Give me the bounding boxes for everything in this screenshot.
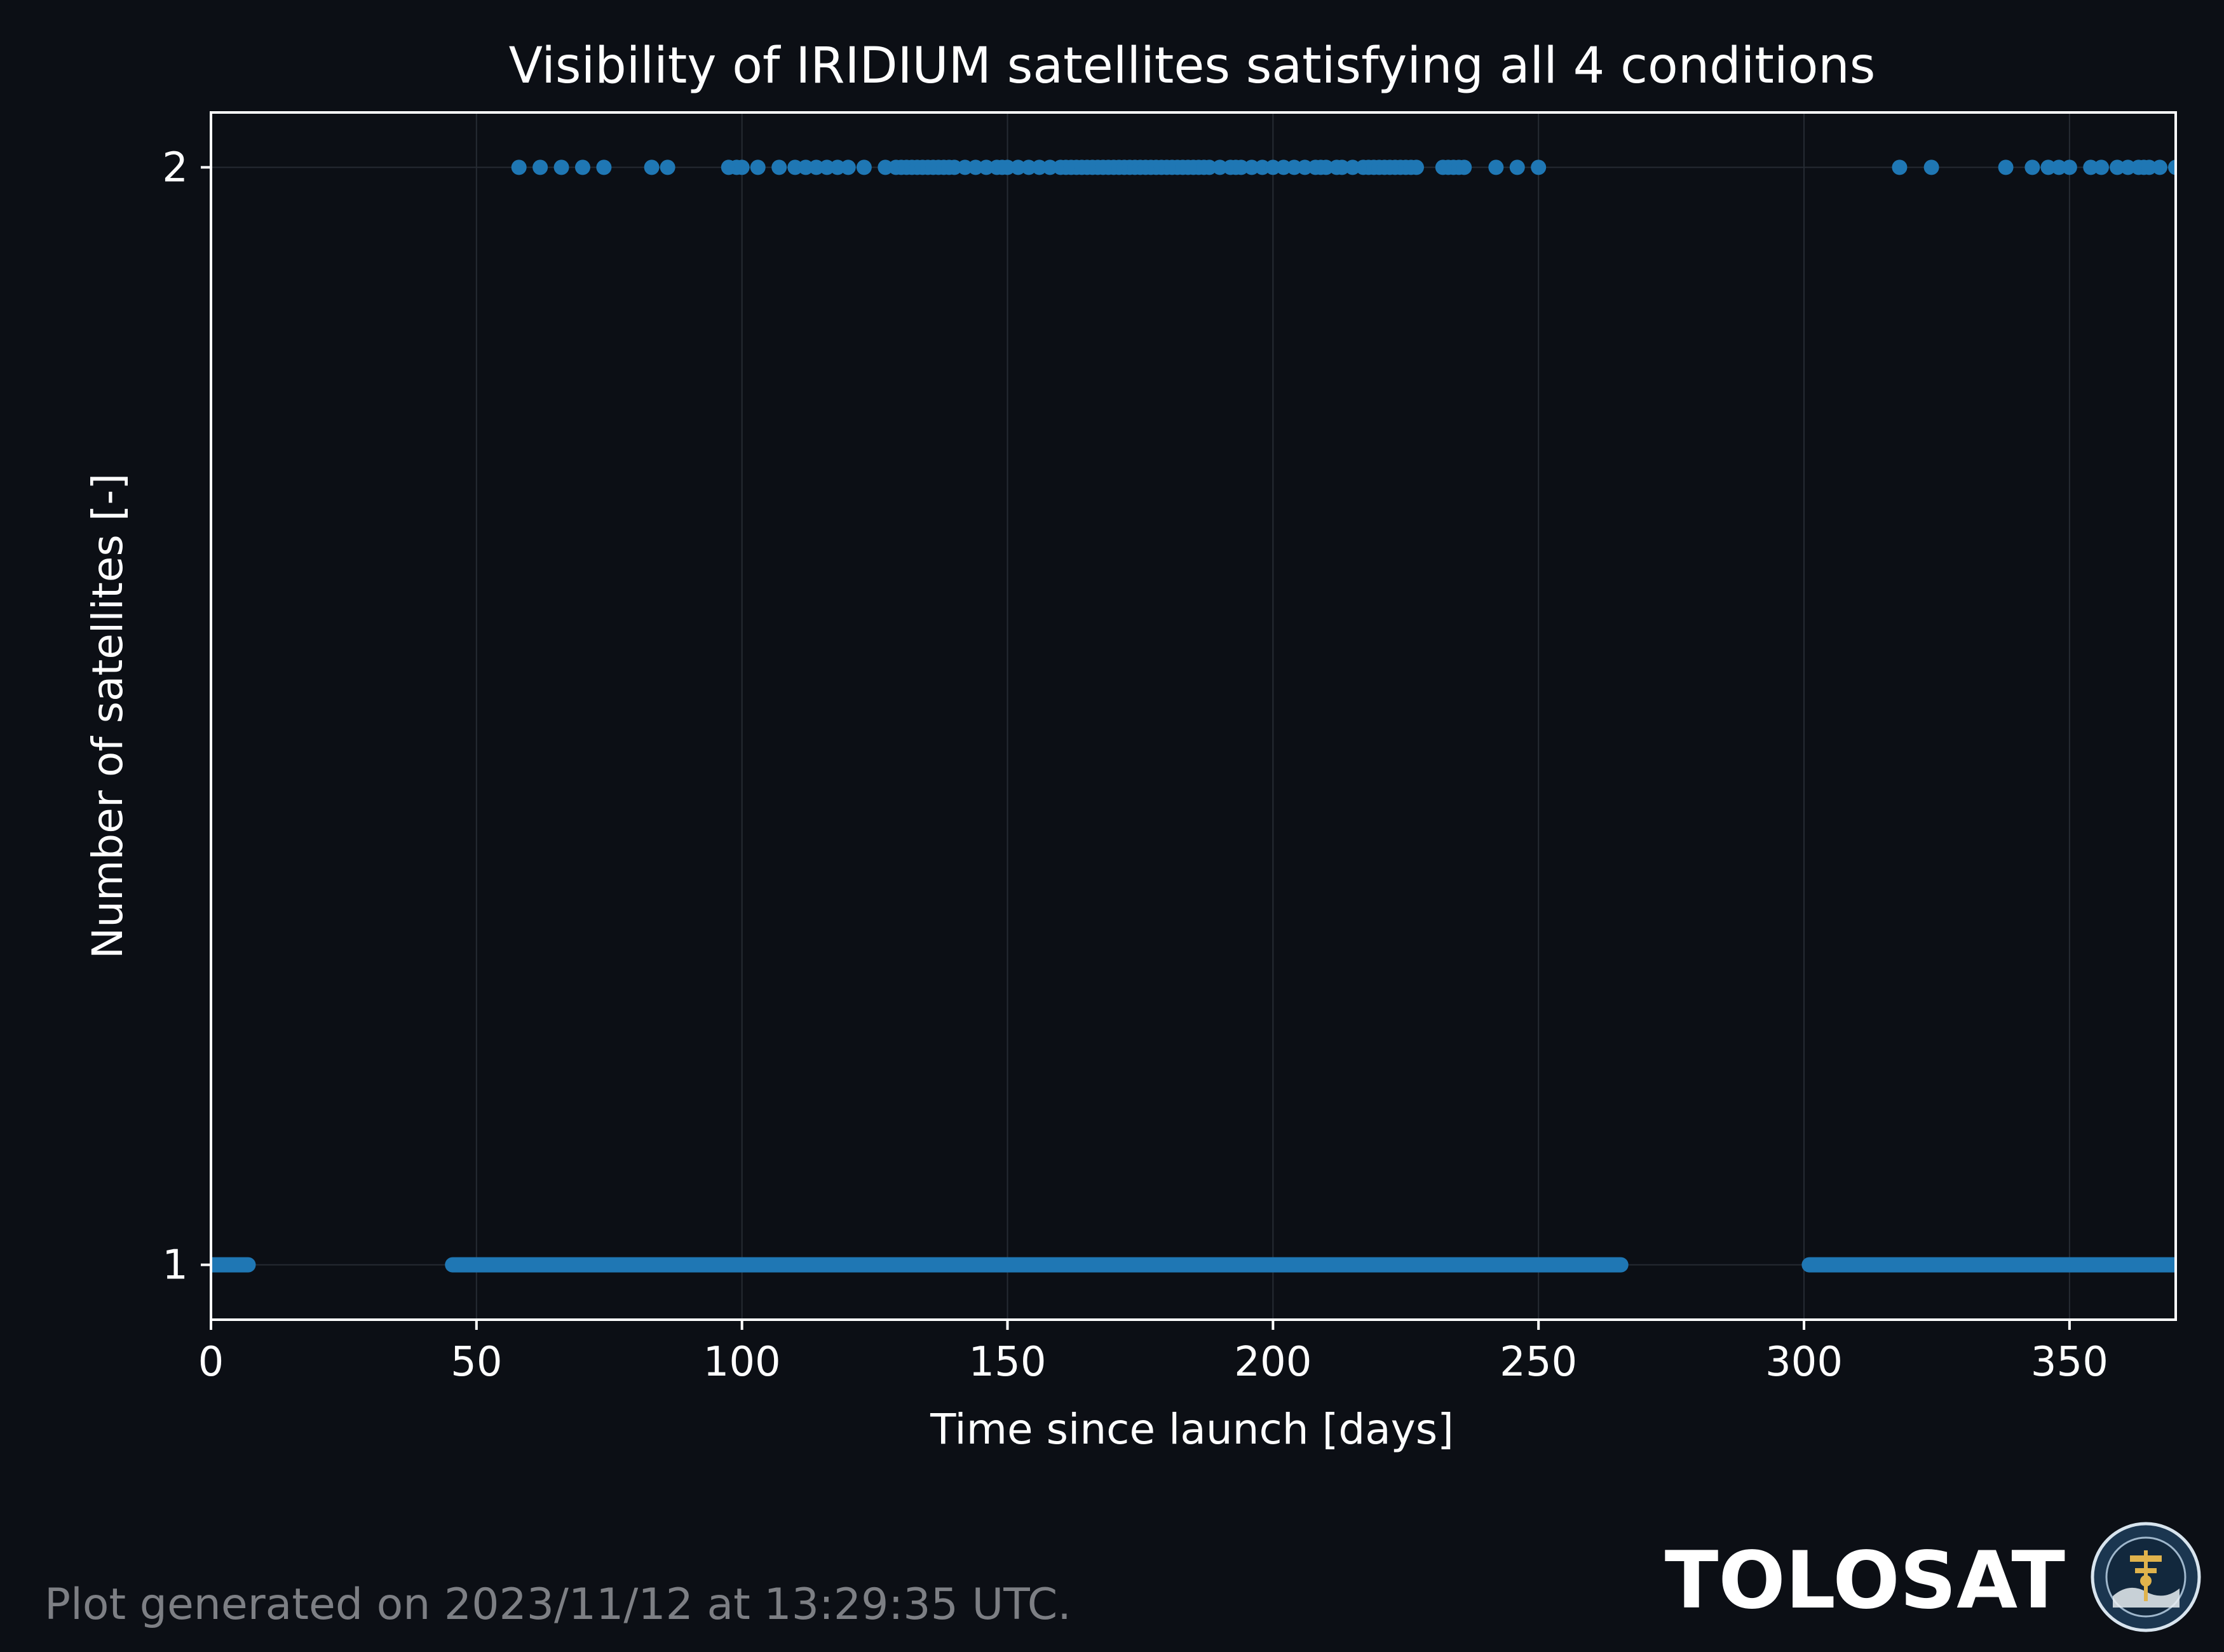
data-point-y2 [1297, 159, 1313, 175]
data-point-y2 [1020, 159, 1036, 175]
data-point-y2 [532, 159, 548, 175]
x-tick-label: 200 [1234, 1339, 1312, 1386]
data-point-y2 [2024, 159, 2040, 175]
data-point-y2 [574, 159, 590, 175]
data-point-y2 [596, 159, 612, 175]
data-point-y2 [840, 159, 856, 175]
generation-timestamp: Plot generated on 2023/11/12 at 13:29:35… [44, 1580, 1071, 1630]
data-point-y2 [957, 159, 973, 175]
data-point-y2 [856, 159, 872, 175]
data-point-y2 [1345, 159, 1360, 175]
data-point-y2 [968, 159, 984, 175]
data-point-y2 [2051, 159, 2067, 175]
data-point-y2 [787, 159, 803, 175]
data-point-y2 [797, 159, 813, 175]
data-point-y2 [2141, 159, 2157, 175]
data-point-y2 [644, 159, 660, 175]
data-point-y2 [1531, 159, 1547, 175]
data-point-y2 [979, 159, 994, 175]
data-point-y2 [1318, 159, 1334, 175]
data-point-y2 [1276, 159, 1292, 175]
x-axis-label: Time since launch [days] [930, 1405, 1454, 1454]
data-point-y2 [1031, 159, 1047, 175]
data-point-y2 [1254, 159, 1270, 175]
data-point-y2 [1408, 159, 1424, 175]
data-point-y2 [1233, 159, 1249, 175]
y-axis-label: Number of satellites [-] [83, 473, 132, 959]
y-axis-ticks: 12 [162, 144, 211, 1289]
chart-title: Visibility of IRIDIUM satellites satisfy… [509, 37, 1876, 95]
data-point-y2 [1892, 159, 1908, 175]
data-point-y2 [2120, 159, 2136, 175]
data-point-y2 [1334, 159, 1350, 175]
tolosat-logo [2091, 1522, 2201, 1632]
x-tick-label: 350 [2031, 1339, 2108, 1386]
data-point-y2 [1244, 159, 1259, 175]
data-point-y2 [2152, 159, 2167, 175]
data-point-y2 [2168, 159, 2176, 175]
x-tick-label: 100 [703, 1339, 781, 1386]
data-point-y2 [2061, 159, 2077, 175]
data-point-y2 [1212, 159, 1228, 175]
data-point-y2 [878, 159, 893, 175]
data-point-y2 [808, 159, 824, 175]
data-point-y2 [1010, 159, 1026, 175]
data-point-y2 [771, 159, 787, 175]
plot-area-frame [210, 111, 2177, 1321]
data-point-y2 [1923, 159, 1939, 175]
data-point-y2 [2094, 159, 2110, 175]
data-point-y2 [511, 159, 527, 175]
x-tick-label: 50 [451, 1339, 502, 1386]
data-point-y2 [1265, 159, 1281, 175]
data-point-y2 [2083, 159, 2099, 175]
data-point-y2 [750, 159, 766, 175]
x-tick-label: 250 [1500, 1339, 1577, 1386]
data-point-y2 [1042, 159, 1058, 175]
data-point-y2 [1286, 159, 1302, 175]
data-point-y2 [1509, 159, 1525, 175]
x-tick-label: 150 [968, 1339, 1046, 1386]
data-point-y2 [1456, 159, 1472, 175]
data-point-y2 [2040, 159, 2056, 175]
data-point-y2 [1000, 159, 1015, 175]
x-tick-label: 0 [198, 1339, 224, 1386]
x-tick-label: 300 [1765, 1339, 1843, 1386]
y-tick-label: 1 [162, 1242, 188, 1289]
data-point-y2 [1998, 159, 2014, 175]
y-tick-label: 2 [162, 144, 188, 191]
data-point-y2 [819, 159, 835, 175]
brand-name: TOLOSAT [1665, 1535, 2065, 1627]
data-point-y2 [1202, 159, 1217, 175]
data-point-y2 [660, 159, 675, 175]
x-axis-ticks: 0 50 100 150 200 250 300 350 [198, 1320, 2108, 1386]
data-point-y2 [2110, 159, 2126, 175]
data-point-y2 [553, 159, 569, 175]
data-point-y2 [734, 159, 750, 175]
data-point-y2 [830, 159, 846, 175]
data-points [211, 159, 2176, 1273]
data-point-y2 [946, 159, 962, 175]
data-point-y2 [1488, 159, 1504, 175]
